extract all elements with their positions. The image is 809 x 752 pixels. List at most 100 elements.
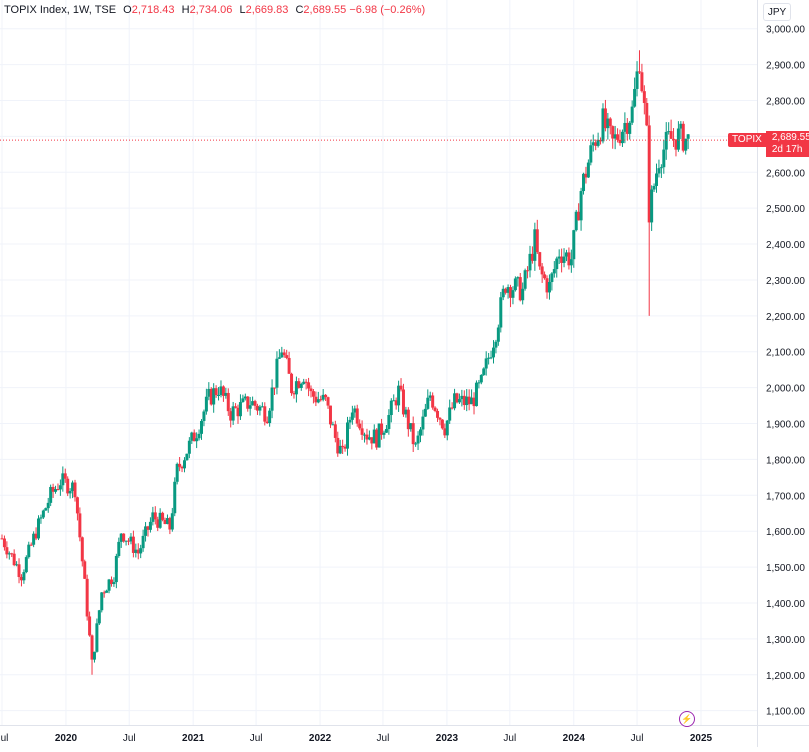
candle-body: [348, 419, 352, 423]
y-tick-label: 1,700.00: [766, 491, 805, 502]
x-tick-label: 2021: [182, 733, 205, 744]
candle-body: [148, 521, 152, 530]
candle-body: [0, 538, 4, 540]
legend-high: 2,734.06: [189, 4, 233, 16]
candle-body: [36, 518, 40, 539]
candle-body: [190, 432, 194, 441]
y-tick-label: 1,800.00: [766, 455, 805, 466]
x-tick-label: Jul: [503, 733, 516, 744]
candle-body: [606, 118, 610, 129]
candle-body: [58, 485, 62, 490]
candle-body: [63, 473, 67, 479]
candle-body: [375, 429, 379, 448]
candle-body: [679, 123, 683, 129]
legend: TOPIX Index, 1W, TSE O2,718.43 H2,734.06…: [4, 4, 425, 16]
candle-body: [584, 173, 588, 178]
y-tick-label: 2,000.00: [766, 384, 805, 395]
candle-body: [545, 278, 549, 293]
candle-body: [119, 533, 123, 542]
candle-body: [630, 106, 634, 123]
candle-body: [197, 433, 201, 439]
candle-body: [438, 417, 442, 420]
candle-body: [32, 533, 36, 545]
candle-body: [635, 71, 639, 89]
x-tick-label: Jul: [0, 733, 8, 744]
candle-body: [187, 440, 191, 454]
candle-body: [394, 400, 398, 406]
candle-body: [655, 173, 659, 186]
candle-body: [229, 411, 233, 421]
candle-body: [7, 553, 11, 555]
candle-body: [100, 592, 104, 611]
x-tick-label: 2023: [436, 733, 459, 744]
currency-button[interactable]: JPY: [763, 3, 791, 21]
last-price-tag: TOPIX 2,689.55 2d 17h: [728, 131, 809, 158]
candle-body: [530, 253, 534, 261]
candle-body: [331, 424, 335, 426]
candle-body: [387, 415, 391, 430]
candle-body: [277, 357, 281, 359]
candle-body: [365, 434, 369, 440]
x-tick-label: 2020: [55, 733, 78, 744]
candle-body: [504, 288, 508, 293]
candle-body: [302, 381, 306, 384]
candle-body: [258, 406, 262, 411]
candle-body: [586, 162, 590, 178]
candle-body: [273, 387, 277, 389]
y-tick-label: 1,400.00: [766, 599, 805, 610]
candle-body: [97, 610, 101, 624]
candle-body: [168, 518, 172, 530]
candle-body: [577, 211, 581, 221]
candle-body: [436, 410, 440, 418]
lightning-icon[interactable]: ⚡: [679, 711, 695, 727]
candle-body: [54, 489, 58, 492]
candle-body: [516, 277, 520, 279]
candle-body: [180, 466, 184, 469]
candle-body: [426, 397, 430, 409]
y-tick-label: 1,900.00: [766, 420, 805, 431]
candle-body: [112, 582, 116, 585]
candle-body: [265, 421, 269, 424]
candle-body: [117, 541, 121, 556]
candle-body: [238, 402, 242, 417]
candle-body: [139, 548, 143, 554]
candle-body: [234, 406, 238, 408]
candle-body: [681, 123, 685, 151]
candle-body: [270, 387, 274, 411]
candle-body: [440, 419, 444, 429]
x-tick-label: Jul: [631, 733, 644, 744]
candle-body: [10, 553, 14, 555]
candle-body: [343, 446, 347, 449]
candle-body: [523, 270, 527, 289]
candle-body: [61, 473, 65, 486]
candle-body: [363, 434, 367, 436]
candle-body: [217, 394, 221, 396]
candle-body: [633, 88, 637, 107]
price-tag-box: 2,689.55 2d 17h: [765, 131, 809, 158]
candle-body: [22, 572, 26, 581]
candle-body: [521, 288, 525, 301]
candle-body: [477, 382, 481, 384]
candle-body: [346, 422, 350, 449]
y-tick-label: 1,500.00: [766, 563, 805, 574]
candle-body: [282, 352, 286, 356]
candle-body: [248, 405, 252, 409]
candle-body: [460, 395, 464, 400]
candle-body: [384, 429, 388, 433]
candle-body: [68, 491, 72, 494]
candle-body: [285, 355, 289, 358]
candle-body: [202, 411, 206, 421]
candle-body: [431, 395, 435, 408]
candle-body: [309, 388, 313, 392]
legend-close-label: C: [295, 4, 304, 16]
candle-body: [226, 392, 230, 412]
candle-body: [506, 287, 510, 293]
candle-body: [311, 391, 315, 397]
candle-body: [299, 383, 303, 388]
candle-body: [24, 557, 28, 573]
candle-body: [528, 253, 532, 271]
y-tick-label: 2,400.00: [766, 240, 805, 251]
candle-body: [292, 393, 296, 395]
